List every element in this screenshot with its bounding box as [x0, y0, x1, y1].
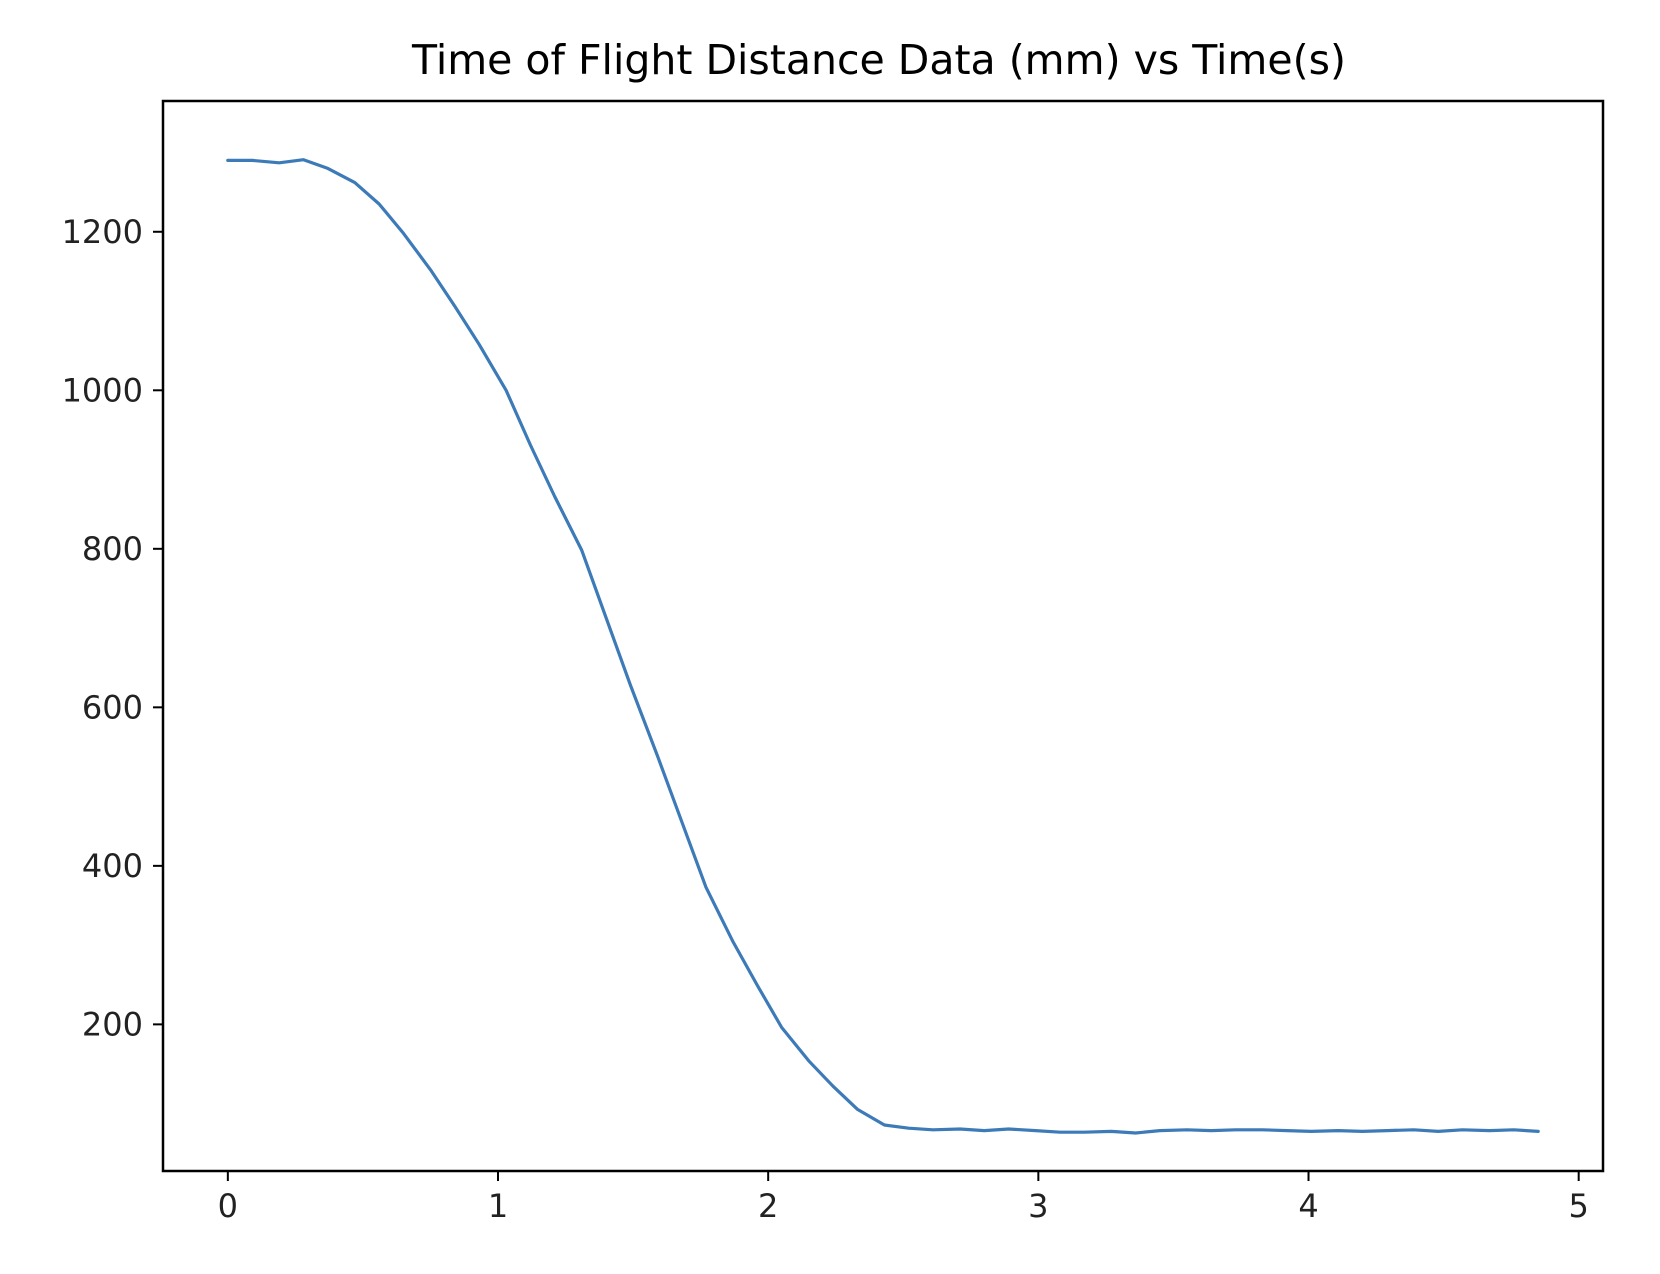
- plot-area: [226, 158, 1540, 1135]
- y-tick-label: 800: [82, 530, 143, 568]
- chart-title: Time of Flight Distance Data (mm) vs Tim…: [411, 36, 1346, 84]
- x-axis: 0 1 2 3 4 5: [218, 1171, 1589, 1225]
- y-tick-label: 400: [82, 847, 143, 885]
- y-tick-label: 600: [82, 688, 143, 726]
- series-line-0: [226, 158, 1540, 1135]
- x-tick-label: 5: [1569, 1187, 1589, 1225]
- x-tick-label: 1: [488, 1187, 508, 1225]
- y-tick-label: 1000: [62, 371, 143, 409]
- x-tick-label: 2: [758, 1187, 778, 1225]
- x-tick-label: 0: [218, 1187, 238, 1225]
- axes-frame: [161, 99, 1605, 1173]
- x-tick-label: 4: [1298, 1187, 1318, 1225]
- y-tick-label: 200: [82, 1005, 143, 1043]
- y-axis: 200 400 600 800 1000 1200: [62, 213, 163, 1043]
- x-tick-label: 3: [1028, 1187, 1048, 1225]
- y-tick-label: 1200: [62, 213, 143, 251]
